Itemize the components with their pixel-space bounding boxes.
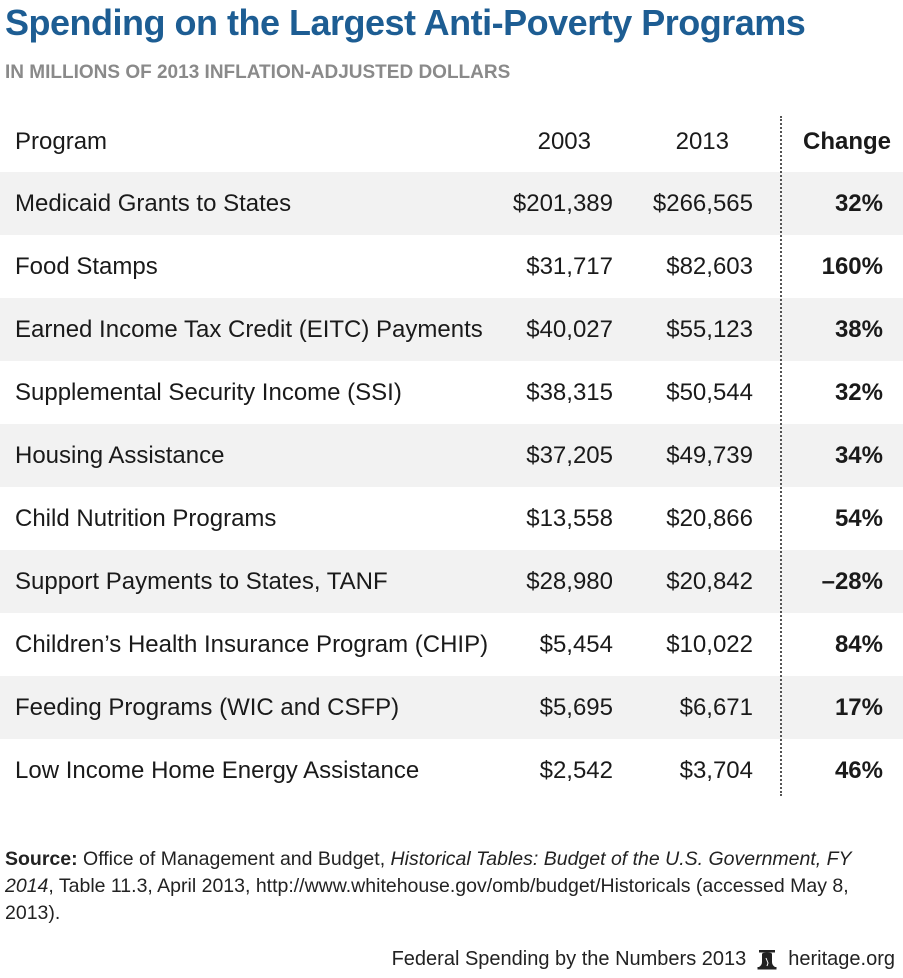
program-cell: Food Stamps <box>15 252 158 280</box>
header-change: Change <box>802 128 891 155</box>
header-2013: 2013 <box>675 128 729 155</box>
source-title: Historical Tables: Budget of the U.S. Go… <box>5 848 852 897</box>
source-label: Source: <box>5 848 78 870</box>
table-row: Housing Assistance $37,205 $49,739 34% <box>0 424 903 487</box>
source-text-1: Office of Management and Budget, <box>77 848 391 870</box>
value-2003-cell: $40,027 <box>526 315 613 343</box>
footer-site: heritage.org <box>788 948 895 970</box>
program-cell: Supplemental Security Income (SSI) <box>15 378 402 406</box>
table-row: Food Stamps $31,717 $82,603 160% <box>0 235 903 298</box>
value-2013-cell: $55,123 <box>666 315 753 343</box>
value-2003-cell: $201,389 <box>512 189 613 217</box>
header-2003: 2003 <box>537 128 591 155</box>
liberty-bell-icon <box>757 949 777 969</box>
spending-table: Program 2003 2013 Change Medicaid Grants… <box>0 112 903 802</box>
header-program: Program <box>15 128 108 155</box>
change-cell: –28% <box>821 567 883 595</box>
value-2013-cell: $20,866 <box>666 504 753 532</box>
chart-subtitle: IN MILLIONS OF 2013 INFLATION-ADJUSTED D… <box>5 62 511 83</box>
table-body: Medicaid Grants to States $201,389 $266,56… <box>0 172 903 802</box>
change-cell: 34% <box>834 441 883 469</box>
table-row: Low Income Home Energy Assistance $2,542 $… <box>0 739 903 802</box>
value-2003-cell: $2,542 <box>539 756 613 784</box>
value-2013-cell: $50,544 <box>666 378 753 406</box>
column-divider <box>780 116 782 796</box>
value-2003-cell: $28,980 <box>526 567 613 595</box>
change-cell: 38% <box>834 315 883 343</box>
table-row: Children’s Health Insurance Program (CHI… <box>0 613 903 676</box>
value-2003-cell: $13,558 <box>526 504 613 532</box>
change-cell: 32% <box>834 378 883 406</box>
table-row: Feeding Programs (WIC and CSFP) $5,695 $6,… <box>0 676 903 739</box>
value-2013-cell: $3,704 <box>679 756 753 784</box>
value-2003-cell: $5,695 <box>539 693 613 721</box>
program-cell: Support Payments to States, TANF <box>15 567 388 595</box>
table-row: Support Payments to States, TANF $28,980 $… <box>0 550 903 613</box>
change-cell: 46% <box>834 756 883 784</box>
source-text-2: , Table 11.3, April 2013, http://www.whi… <box>5 875 849 924</box>
program-cell: Child Nutrition Programs <box>15 504 277 532</box>
table-row: Medicaid Grants to States $201,389 $266,56… <box>0 172 903 235</box>
program-cell: Earned Income Tax Credit (EITC) Payments <box>15 315 483 343</box>
program-cell: Children’s Health Insurance Program (CHI… <box>15 630 489 658</box>
value-2013-cell: $20,842 <box>666 567 753 595</box>
value-2003-cell: $37,205 <box>526 441 613 469</box>
value-2003-cell: $31,717 <box>526 252 613 280</box>
change-cell: 160% <box>821 252 883 280</box>
chart-title: Spending on the Largest Anti-Poverty Pro… <box>5 2 806 43</box>
change-cell: 84% <box>834 630 883 658</box>
footer-publication: Federal Spending by the Numbers 2013 <box>391 948 747 970</box>
value-2003-cell: $5,454 <box>539 630 613 658</box>
table-row: Child Nutrition Programs $13,558 $20,866 54… <box>0 487 903 550</box>
change-cell: 17% <box>834 693 883 721</box>
source-note: Source: Office of Management and Budget,… <box>5 846 895 927</box>
change-cell: 54% <box>834 504 883 532</box>
program-cell: Housing Assistance <box>15 441 225 469</box>
table-row: Earned Income Tax Credit (EITC) Payments… <box>0 298 903 361</box>
change-cell: 32% <box>834 189 883 217</box>
program-cell: Feeding Programs (WIC and CSFP) <box>15 693 400 721</box>
program-cell: Low Income Home Energy Assistance <box>15 756 420 784</box>
table-row: Supplemental Security Income (SSI) $38,31… <box>0 361 903 424</box>
program-cell: Medicaid Grants to States <box>15 189 292 217</box>
value-2013-cell: $82,603 <box>666 252 753 280</box>
value-2013-cell: $6,671 <box>679 693 753 721</box>
value-2013-cell: $10,022 <box>666 630 753 658</box>
table-header-row: Program 2003 2013 Change <box>0 112 903 172</box>
value-2013-cell: $49,739 <box>666 441 753 469</box>
value-2013-cell: $266,565 <box>652 189 753 217</box>
value-2003-cell: $38,315 <box>526 378 613 406</box>
footer: Federal Spending by the Numbers 2013 her… <box>392 948 895 971</box>
